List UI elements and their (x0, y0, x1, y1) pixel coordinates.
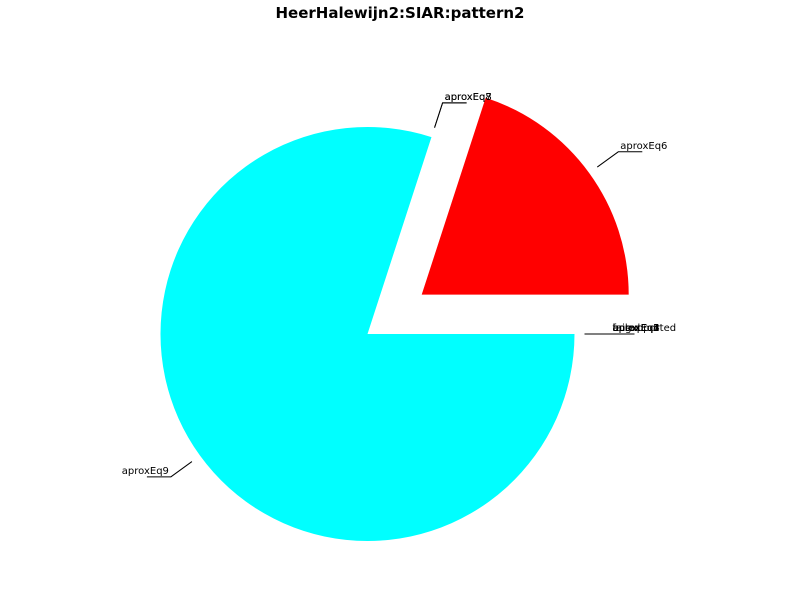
pie-slices (160, 97, 629, 541)
leader-line-aproxeq7 (434, 102, 467, 128)
slice-label-bug: bug (613, 323, 632, 334)
pie-slice-aproxeq9 (160, 127, 575, 541)
slice-label-aproxeq4: aproxEq4 (613, 323, 660, 334)
slice-label-aproxeq3: aproxEq3 (613, 323, 660, 334)
slice-label-aproxeq5: aproxEq5 (613, 323, 660, 334)
slice-label-aproxeq8: aproxEq8 (445, 92, 492, 103)
pie-slice-aproxeq6 (421, 97, 629, 295)
leader-line-aproxeq8 (434, 102, 467, 128)
slice-label-aproxeq1: aproxEq1 (613, 323, 660, 334)
slice-label-aproxeq7: aproxEq7 (445, 92, 492, 103)
slice-label-aproxeq2: aproxEq2 (613, 323, 660, 334)
slice-label-failed: failed (613, 323, 641, 334)
leader-line-aproxeq9 (146, 461, 193, 478)
slice-label-aproxeq6: aproxEq6 (620, 141, 667, 152)
chart-title: HeerHalewijn2:SIAR:pattern2 (276, 4, 525, 22)
leader-line-aproxeq6 (596, 151, 643, 168)
slice-label-unsupported: unsupported (613, 323, 677, 334)
slice-label-aproxeq9: aproxEq9 (122, 466, 169, 477)
